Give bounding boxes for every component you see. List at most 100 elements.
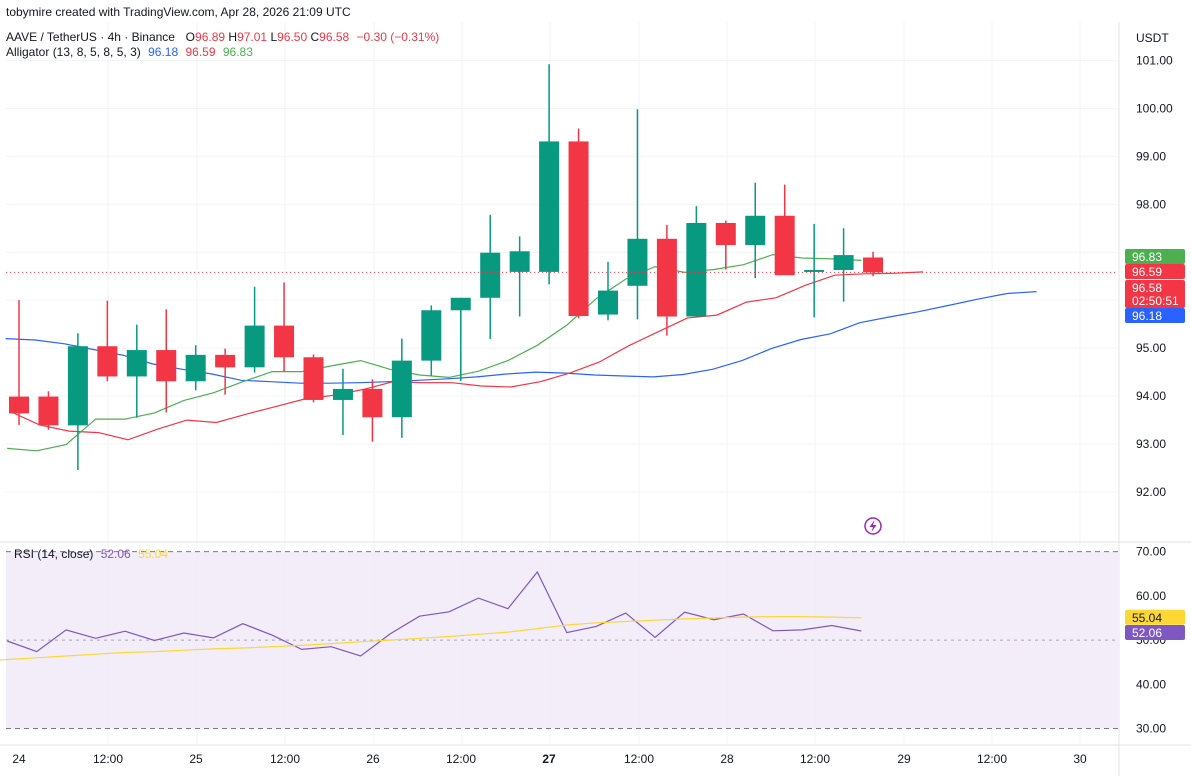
rsi-line: [6, 570, 862, 657]
candle-body: [421, 310, 442, 361]
rsi-value-badge-text: 52.06: [1132, 626, 1162, 640]
candle-body: [539, 141, 560, 272]
candle-body: [244, 325, 265, 368]
time-tick-label: 30: [1073, 752, 1087, 766]
candle-body: [332, 388, 353, 400]
candle-body: [745, 215, 766, 246]
rsi-label: RSI (14, close): [14, 547, 94, 561]
candle-body: [627, 238, 648, 286]
last-price-badge-text: 02:50:51: [1132, 294, 1179, 308]
candle-body: [686, 222, 707, 317]
rsi-ma-line: [0, 615, 862, 661]
price-tick-label: 98.00: [1136, 197, 1166, 211]
candle-body: [509, 251, 530, 272]
price-tick-label: 94.00: [1136, 389, 1166, 403]
teeth-price-badge: 96.59: [1125, 264, 1185, 279]
open-value: 96.89: [195, 30, 226, 44]
change-value: −0.30 (−0.31%): [356, 30, 440, 44]
candle-body: [804, 269, 825, 272]
close-label: C: [310, 30, 320, 44]
rsi-ma-badge-bg: [1125, 609, 1185, 625]
price-tick-label: 95.00: [1136, 341, 1166, 355]
currency-label[interactable]: USDT: [1136, 31, 1169, 45]
rsi-legend[interactable]: RSI (14, close) 52.06 55.04: [14, 547, 168, 561]
time-tick-label: 25: [189, 752, 203, 766]
candle-body: [274, 325, 295, 358]
rsi-ma-badge-text: 55.04: [1132, 611, 1162, 625]
lips-price-badge-bg: [1125, 249, 1185, 264]
alligator-legend[interactable]: Alligator (13, 8, 5, 8, 5, 3) 96.18 96.5…: [6, 45, 253, 59]
candle-body: [833, 255, 854, 270]
candle-body: [391, 360, 412, 418]
rsi-value-badge-bg: [1125, 624, 1185, 640]
price-tick-label: 99.00: [1136, 149, 1166, 163]
teeth-price-badge-bg: [1125, 264, 1185, 279]
time-tick-label: 26: [366, 752, 380, 766]
time-tick-label: 12:00: [624, 752, 654, 766]
last-price-badge-bg: [1125, 280, 1185, 308]
low-value: 96.50: [277, 30, 308, 44]
open-label: O: [185, 30, 196, 44]
rsi-value: 52.06: [100, 547, 131, 561]
candle-body: [715, 222, 736, 246]
alligator-jaw-line: [5, 291, 1037, 384]
candle-body: [38, 396, 59, 426]
lips-price-badge-text: 96.83: [1132, 250, 1162, 264]
close-value: 96.58: [319, 30, 350, 44]
time-tick-label: 12:00: [800, 752, 830, 766]
candle-body: [126, 350, 147, 377]
jaw-price-badge: 96.18: [1125, 308, 1185, 323]
candle-body: [97, 346, 118, 377]
rsi-tick-label: 30.00: [1136, 722, 1166, 736]
candle-body: [480, 252, 501, 298]
time-tick-label: 29: [897, 752, 911, 766]
low-label: L: [270, 30, 278, 44]
time-tick-label: 24: [12, 752, 26, 766]
rsi-tick-label: 70.00: [1136, 545, 1166, 559]
teeth-price-badge-text: 96.59: [1132, 265, 1162, 279]
jaw-price-badge-bg: [1125, 308, 1185, 323]
alligator-teeth-line: [9, 271, 924, 441]
candle-body: [568, 141, 589, 317]
time-tick-label: 27: [542, 752, 556, 766]
candle-body: [450, 297, 471, 311]
lips-price-badge: 96.83: [1125, 249, 1185, 264]
time-tick-label: 12:00: [93, 752, 123, 766]
last-price-badge-text: 96.58: [1132, 281, 1162, 295]
rsi-tick-label: 60.00: [1136, 589, 1166, 603]
alligator-label: Alligator (13, 8, 5, 8, 5, 3): [6, 45, 141, 59]
candle-body: [598, 290, 618, 315]
candle-body: [774, 215, 795, 276]
high-value: 97.01: [237, 30, 268, 44]
price-tick-label: 93.00: [1136, 437, 1166, 451]
candle-body: [303, 357, 324, 400]
time-tick-label: 12:00: [270, 752, 300, 766]
candle-body: [9, 396, 29, 414]
price-tick-label: 92.00: [1136, 485, 1166, 499]
alligator-lips-line: [7, 253, 862, 452]
high-label: H: [228, 30, 238, 44]
bolt-icon[interactable]: [864, 517, 882, 535]
time-tick-label: 12:00: [977, 752, 1007, 766]
alligator-lips-value: 96.83: [222, 45, 253, 59]
candle-body: [156, 350, 177, 382]
alligator-jaw-value: 96.18: [148, 45, 179, 59]
price-tick-label: 100.00: [1136, 101, 1173, 115]
candle-body: [863, 257, 884, 273]
rsi-ma-badge: 55.04: [1125, 609, 1185, 625]
price-tick-label: 101.00: [1136, 53, 1173, 67]
candle-body: [215, 354, 236, 368]
candle-body: [656, 238, 677, 317]
jaw-price-badge-text: 96.18: [1132, 309, 1162, 323]
bolt-icon-glyph: [869, 520, 877, 532]
candle-body: [362, 388, 383, 418]
candle-body: [67, 346, 88, 426]
rsi-ma-value: 55.04: [138, 547, 169, 561]
rsi-tick-label: 40.00: [1136, 677, 1166, 691]
symbol-legend[interactable]: AAVE / TetherUS · 4h · Binance O96.89 H9…: [6, 30, 439, 44]
time-tick-label: 28: [720, 752, 734, 766]
candle-body: [185, 354, 206, 382]
